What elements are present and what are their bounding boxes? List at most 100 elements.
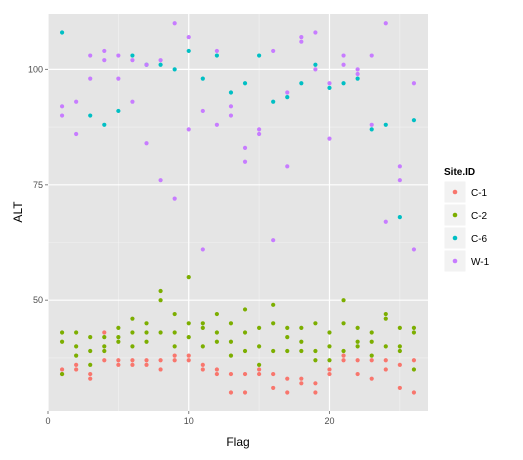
legend-marker-w-1 bbox=[452, 258, 458, 264]
point-c-6 bbox=[116, 108, 121, 114]
point-c-1 bbox=[411, 358, 417, 363]
point-c-2 bbox=[172, 330, 177, 335]
point-c-2 bbox=[355, 325, 360, 331]
point-c-1 bbox=[214, 371, 219, 377]
major-grid bbox=[47, 14, 428, 411]
point-c-2 bbox=[313, 358, 318, 363]
point-w-1 bbox=[130, 99, 135, 104]
point-c-2 bbox=[341, 298, 346, 303]
point-w-1 bbox=[285, 90, 290, 95]
point-c-2 bbox=[116, 335, 121, 340]
point-c-1 bbox=[242, 371, 248, 377]
point-c-6 bbox=[327, 85, 332, 90]
point-c-2 bbox=[144, 330, 149, 335]
point-c-2 bbox=[59, 330, 65, 335]
point-c-2 bbox=[383, 311, 388, 317]
point-c-2 bbox=[327, 358, 332, 363]
point-c-1 bbox=[299, 381, 304, 386]
point-c-2 bbox=[144, 321, 149, 326]
point-w-1 bbox=[285, 164, 290, 169]
point-c-1 bbox=[88, 371, 93, 377]
point-c-6 bbox=[172, 67, 177, 72]
point-c-1 bbox=[299, 376, 304, 381]
point-c-1 bbox=[242, 390, 248, 395]
point-c-1 bbox=[271, 385, 276, 391]
point-w-1 bbox=[200, 247, 205, 252]
point-c-2 bbox=[102, 344, 107, 349]
point-w-1 bbox=[257, 131, 262, 137]
point-w-1 bbox=[411, 247, 417, 252]
point-c-1 bbox=[383, 358, 388, 363]
point-w-1 bbox=[214, 48, 219, 54]
point-c-2 bbox=[411, 330, 417, 335]
point-c-2 bbox=[383, 344, 388, 349]
point-c-2 bbox=[74, 330, 79, 335]
axis-ticks bbox=[45, 68, 330, 414]
point-w-1 bbox=[158, 178, 163, 183]
point-c-2 bbox=[74, 353, 79, 358]
legend-marker-c-6 bbox=[452, 235, 458, 241]
point-w-1 bbox=[59, 104, 65, 109]
point-c-1 bbox=[116, 362, 121, 367]
legend-marker-c-2 bbox=[452, 212, 458, 218]
point-c-1 bbox=[130, 362, 135, 367]
point-w-1 bbox=[327, 136, 332, 141]
point-w-1 bbox=[299, 39, 304, 44]
point-c-2 bbox=[158, 330, 163, 335]
point-c-1 bbox=[397, 362, 402, 367]
point-w-1 bbox=[88, 76, 93, 81]
point-c-1 bbox=[341, 358, 346, 363]
point-w-1 bbox=[271, 48, 276, 54]
point-c-6 bbox=[186, 48, 191, 54]
point-c-2 bbox=[341, 348, 346, 354]
point-w-1 bbox=[116, 53, 121, 58]
x-tick-label: 0 bbox=[45, 416, 50, 426]
point-w-1 bbox=[130, 58, 135, 63]
y-tick-label: 100 bbox=[28, 64, 43, 74]
point-w-1 bbox=[327, 81, 332, 86]
point-c-2 bbox=[200, 325, 205, 331]
point-c-2 bbox=[327, 344, 332, 349]
point-c-6 bbox=[299, 81, 304, 86]
point-c-2 bbox=[242, 330, 248, 335]
point-w-1 bbox=[313, 30, 318, 35]
point-c-2 bbox=[341, 321, 346, 326]
point-c-6 bbox=[313, 62, 318, 67]
point-c-1 bbox=[397, 385, 402, 391]
point-c-1 bbox=[341, 353, 346, 358]
point-c-2 bbox=[186, 275, 191, 280]
point-c-1 bbox=[172, 358, 177, 363]
point-w-1 bbox=[172, 196, 177, 201]
x-tick-label: 10 bbox=[184, 416, 194, 426]
point-c-6 bbox=[102, 122, 107, 127]
point-c-6 bbox=[59, 30, 65, 35]
point-c-1 bbox=[355, 371, 360, 377]
point-w-1 bbox=[88, 53, 93, 58]
point-c-2 bbox=[172, 344, 177, 349]
point-c-6 bbox=[355, 76, 360, 81]
point-c-2 bbox=[88, 362, 93, 367]
point-c-1 bbox=[102, 330, 107, 335]
point-c-2 bbox=[144, 339, 149, 344]
point-w-1 bbox=[116, 76, 121, 81]
point-c-1 bbox=[186, 358, 191, 363]
point-c-2 bbox=[214, 339, 219, 344]
point-w-1 bbox=[397, 164, 402, 169]
point-c-2 bbox=[228, 353, 234, 358]
point-c-2 bbox=[158, 288, 163, 294]
point-c-2 bbox=[214, 311, 219, 317]
point-c-2 bbox=[271, 321, 276, 326]
point-c-2 bbox=[200, 321, 205, 326]
point-c-1 bbox=[327, 367, 332, 372]
point-w-1 bbox=[228, 104, 234, 109]
point-w-1 bbox=[186, 127, 191, 132]
point-c-1 bbox=[214, 367, 219, 372]
point-c-2 bbox=[411, 367, 417, 372]
point-c-2 bbox=[257, 344, 262, 349]
point-w-1 bbox=[355, 71, 360, 77]
point-c-1 bbox=[116, 358, 121, 363]
point-c-1 bbox=[257, 367, 262, 372]
point-c-2 bbox=[257, 362, 262, 367]
point-c-1 bbox=[355, 358, 360, 363]
point-c-2 bbox=[186, 321, 191, 326]
